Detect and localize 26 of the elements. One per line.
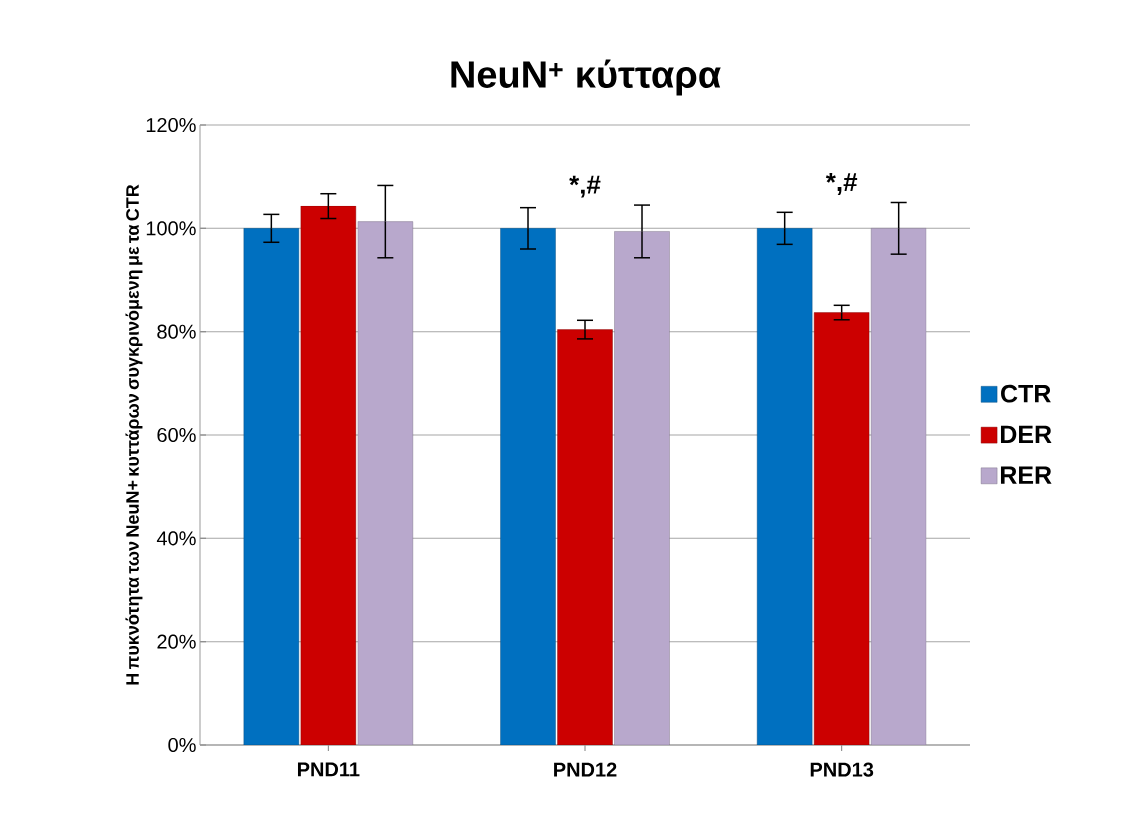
chart-title: NeuN$^{+}$ κύτταρα <box>451 59 721 96</box>
bar <box>870 228 927 745</box>
bar <box>756 228 813 745</box>
y-tick-label: 80% <box>157 324 196 339</box>
y-tick-label: 40% <box>156 531 196 546</box>
bar <box>614 231 670 745</box>
bar <box>357 221 414 745</box>
x-tick-label: PND12 <box>554 762 617 777</box>
y-tick-label: 100% <box>146 221 196 236</box>
x-tick-label: PND11 <box>297 762 360 777</box>
y-tick-label: 20% <box>157 634 196 649</box>
x-tick-label: PND13 <box>810 762 874 777</box>
y-tick-label: 0% <box>168 737 196 753</box>
legend-label: CTR <box>1001 384 1051 403</box>
annotation: *,# <box>569 175 601 198</box>
y-axis-title: Η πυκνότητα των NeuN+ κυττάρων συγκρινόμενη με τα CTR <box>125 184 143 685</box>
bar <box>813 312 870 745</box>
legend-label: RER <box>1000 466 1052 484</box>
bar <box>500 228 556 745</box>
y-tick-label: 60% <box>157 427 196 443</box>
bar <box>557 329 613 745</box>
legend-label: DER <box>1000 425 1052 443</box>
annotation: *,# <box>825 173 858 195</box>
bar <box>243 228 300 745</box>
y-tick-label: 120% <box>146 117 196 133</box>
bar <box>300 205 357 745</box>
